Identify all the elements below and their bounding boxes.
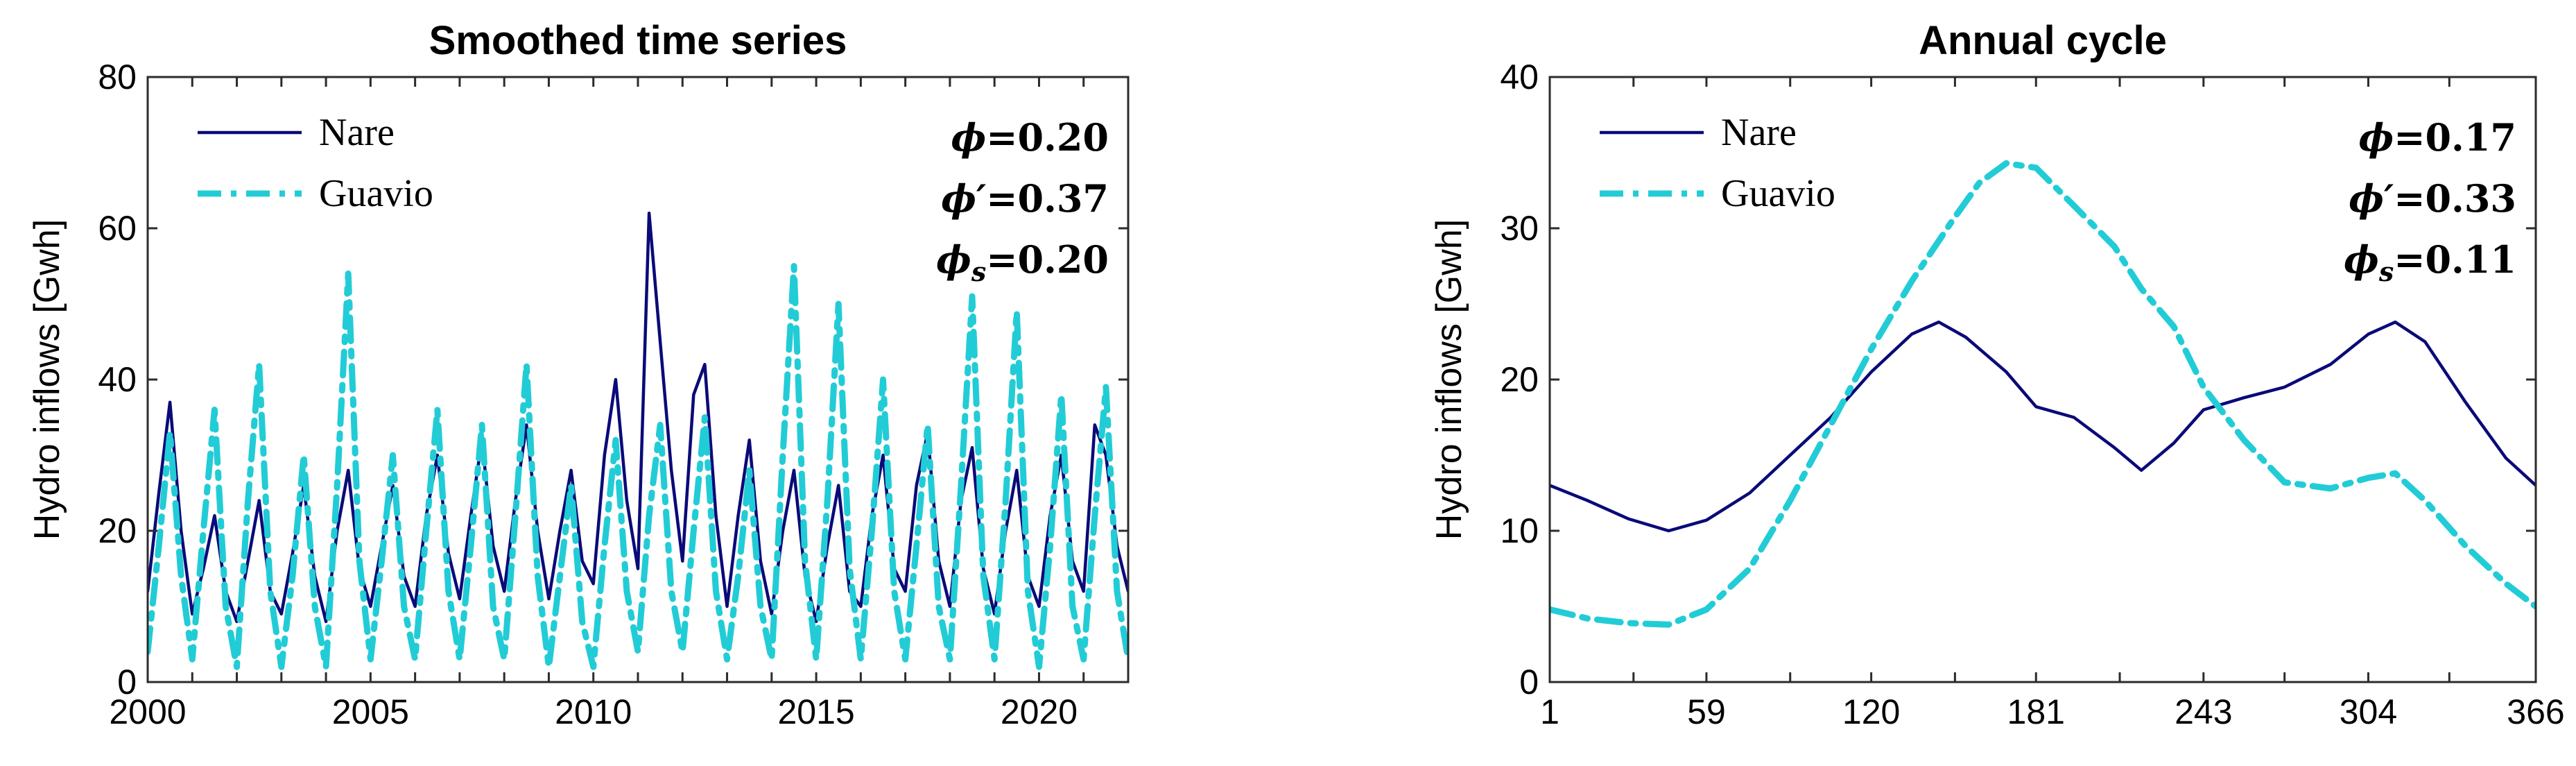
y-tick-label: 10 <box>1500 511 1539 550</box>
y-tick-label: 80 <box>98 58 137 96</box>
stat-label: ϕ=0.20 <box>951 115 1109 160</box>
x-tick-label: 2020 <box>1001 692 1078 731</box>
y-axis-label: Hydro inflows [Gwh] <box>1429 219 1469 540</box>
x-tick-label: 181 <box>2007 692 2065 731</box>
y-tick-label: 0 <box>117 663 137 701</box>
series-line-nare <box>1550 320 2536 533</box>
plot-area <box>1550 160 2536 628</box>
plot-area <box>148 211 1128 670</box>
x-tick-label: 243 <box>2175 692 2232 731</box>
x-tick-label: 120 <box>1842 692 1900 731</box>
chart-smoothed-time-series: Smoothed time series Hydro inflows [Gwh] 0… <box>27 18 1130 731</box>
x-tick-label: 2015 <box>777 692 854 731</box>
y-tick-label: 20 <box>1500 360 1539 399</box>
x-tick-label: 304 <box>2340 692 2397 731</box>
axes-box <box>146 76 1130 683</box>
stat-label: ϕ′=0.33 <box>2349 176 2516 221</box>
y-axis-label: Hydro inflows [Gwh] <box>27 219 67 540</box>
y-tick-label: 0 <box>1519 663 1539 701</box>
y-tick-label: 40 <box>98 360 137 399</box>
x-tick-label: 1 <box>1540 692 1559 731</box>
axes-box <box>1548 76 2537 683</box>
y-tick-label: 30 <box>1500 209 1539 248</box>
chart-title: Annual cycle <box>1919 18 2167 63</box>
legend-label-nare: Nare <box>319 111 395 154</box>
legend-label-guavio: Guavio <box>1721 172 1835 215</box>
x-tick-label: 2010 <box>555 692 632 731</box>
stat-label: ϕs=0.20 <box>936 237 1109 287</box>
x-tick-label: 59 <box>1687 692 1726 731</box>
x-tick-label: 2005 <box>332 692 409 731</box>
x-tick-label: 2000 <box>109 692 186 731</box>
chart-annual-cycle: Annual cycle Hydro inflows [Gwh] 0 10 20 30 40… <box>1429 18 2565 731</box>
legend-label-guavio: Guavio <box>319 172 433 215</box>
y-tick-label: 40 <box>1500 58 1539 96</box>
stat-label: ϕ=0.17 <box>2358 115 2516 160</box>
legend-label-nare: Nare <box>1721 111 1797 154</box>
y-tick-label: 60 <box>98 209 137 248</box>
chart-title: Smoothed time series <box>429 18 847 63</box>
series-line-guavio <box>1550 160 2536 628</box>
y-tick-label: 20 <box>98 511 137 550</box>
stat-label: ϕs=0.11 <box>2344 237 2516 287</box>
stat-label: ϕ′=0.37 <box>941 176 1109 221</box>
series-line-guavio <box>148 263 1128 670</box>
x-tick-label: 366 <box>2507 692 2564 731</box>
